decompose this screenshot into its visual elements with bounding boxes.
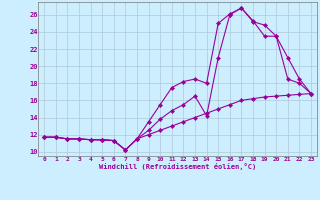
X-axis label: Windchill (Refroidissement éolien,°C): Windchill (Refroidissement éolien,°C)	[99, 163, 256, 170]
